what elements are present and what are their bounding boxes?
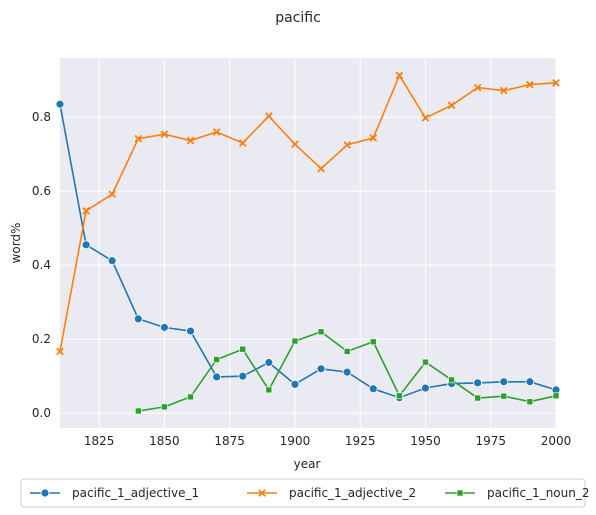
x-tick-label: 1950 [410, 434, 441, 448]
data-point [343, 141, 351, 149]
data-point [526, 80, 534, 89]
data-point [238, 371, 248, 381]
data-point [186, 326, 195, 336]
data-point [134, 134, 143, 143]
data-point [421, 114, 430, 122]
x-tick-label: 1975 [475, 434, 506, 448]
data-point [395, 71, 404, 80]
data-point [290, 379, 300, 389]
data-point [369, 338, 377, 346]
y-axis-label: word% [9, 223, 23, 264]
x-tick-label: 1925 [345, 434, 376, 448]
data-point [55, 99, 65, 109]
data-point [291, 337, 299, 345]
data-point [108, 190, 117, 198]
data-point [133, 314, 143, 324]
data-point [56, 347, 64, 356]
data-point [526, 398, 534, 406]
data-point [499, 86, 508, 95]
data-point [291, 140, 299, 149]
x-tick-label: 1825 [84, 434, 115, 448]
y-tick-label: 0.8 [32, 110, 51, 124]
data-point [160, 322, 169, 332]
x-tick-label: 2000 [541, 434, 572, 448]
data-point [265, 112, 273, 120]
data-point [473, 83, 482, 92]
data-point [525, 377, 535, 387]
data-point [264, 358, 274, 367]
data-point [213, 356, 220, 363]
data-point [500, 392, 508, 400]
data-point [160, 130, 169, 139]
x-axis-label: year [294, 457, 321, 471]
x-tick-label: 1900 [280, 434, 311, 448]
data-point [369, 134, 378, 142]
series-line [59, 73, 557, 352]
y-tick-label: 0.4 [32, 258, 51, 272]
plot-area [60, 58, 556, 428]
legend-marker [40, 488, 50, 498]
chart-title: pacific [275, 10, 321, 26]
x-tick-label: 1850 [149, 434, 180, 448]
series-layer [55, 71, 561, 415]
data-point [316, 364, 326, 374]
data-point [135, 407, 142, 415]
data-point [343, 348, 351, 355]
data-point [212, 128, 221, 136]
y-tick-label: 0.2 [32, 332, 51, 346]
series-pacific_1_adjective_1 [55, 99, 561, 403]
data-point [317, 328, 325, 336]
legend: pacific_1_adjective_1 pacific_1_adjective… [20, 478, 590, 508]
legend-marker [456, 489, 464, 497]
data-point [239, 345, 247, 353]
x-axis-ticks: 1825 1850 1875 1900 1925 1950 1975 2000 [84, 434, 571, 448]
data-point [82, 206, 90, 215]
data-point [421, 383, 430, 393]
data-point [473, 378, 483, 388]
y-tick-label: 0.6 [32, 184, 51, 198]
y-tick-label: 0.0 [32, 406, 51, 420]
data-point [396, 392, 403, 400]
data-point [474, 394, 481, 402]
data-point [212, 372, 222, 382]
data-point [552, 392, 560, 400]
legend-marker [258, 489, 266, 497]
data-point [342, 367, 352, 377]
data-point [368, 384, 378, 394]
data-point [448, 376, 455, 384]
data-point [187, 393, 194, 401]
data-point [265, 386, 273, 394]
data-point [552, 78, 560, 87]
series-pacific_1_adjective_2 [56, 71, 560, 356]
data-point [186, 136, 195, 145]
series-pacific_1_noun_2 [135, 328, 560, 415]
data-point [499, 377, 509, 387]
data-point [422, 358, 429, 366]
gridlines [60, 58, 557, 428]
legend-label: pacific_1_noun_2 [487, 486, 590, 500]
legend-item: pacific_1_noun_2 [445, 486, 590, 500]
data-point [238, 139, 247, 147]
legend-item: pacific_1_adjective_1 [30, 486, 199, 500]
legend-label: pacific_1_adjective_1 [72, 486, 199, 500]
legend-label: pacific_1_adjective_2 [289, 486, 416, 500]
x-tick-label: 1875 [214, 434, 245, 448]
data-point [447, 101, 456, 110]
legend-item: pacific_1_adjective_2 [247, 486, 416, 500]
data-point [107, 256, 117, 266]
data-point [81, 240, 91, 250]
data-point [317, 164, 325, 173]
data-point [161, 403, 168, 411]
y-axis-ticks: 0.0 0.2 0.4 0.6 0.8 [32, 110, 51, 420]
legend-frame [20, 478, 586, 508]
